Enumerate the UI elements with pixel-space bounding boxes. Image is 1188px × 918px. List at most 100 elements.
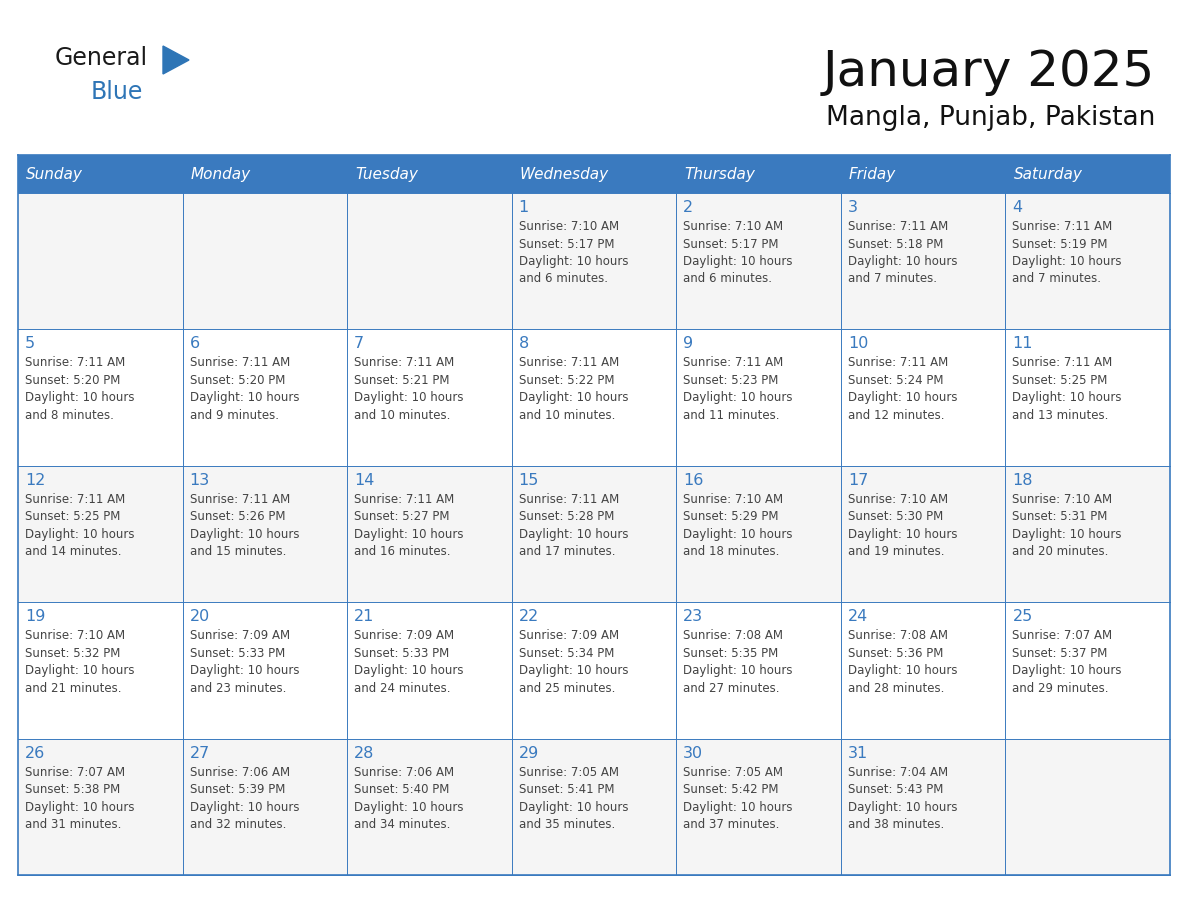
Text: Sunrise: 7:05 AM
Sunset: 5:41 PM
Daylight: 10 hours
and 35 minutes.: Sunrise: 7:05 AM Sunset: 5:41 PM Dayligh… xyxy=(519,766,628,831)
Text: Sunrise: 7:09 AM
Sunset: 5:33 PM
Daylight: 10 hours
and 23 minutes.: Sunrise: 7:09 AM Sunset: 5:33 PM Dayligh… xyxy=(190,629,299,695)
Text: Sunrise: 7:05 AM
Sunset: 5:42 PM
Daylight: 10 hours
and 37 minutes.: Sunrise: 7:05 AM Sunset: 5:42 PM Dayligh… xyxy=(683,766,792,831)
Bar xyxy=(841,602,1005,739)
Text: Sunrise: 7:04 AM
Sunset: 5:43 PM
Daylight: 10 hours
and 38 minutes.: Sunrise: 7:04 AM Sunset: 5:43 PM Dayligh… xyxy=(848,766,958,831)
Text: Sunrise: 7:09 AM
Sunset: 5:33 PM
Daylight: 10 hours
and 24 minutes.: Sunrise: 7:09 AM Sunset: 5:33 PM Dayligh… xyxy=(354,629,463,695)
Bar xyxy=(18,739,183,875)
Bar xyxy=(1005,465,1170,602)
Text: 10: 10 xyxy=(848,336,868,352)
Text: 31: 31 xyxy=(848,745,868,761)
Text: Sunrise: 7:08 AM
Sunset: 5:36 PM
Daylight: 10 hours
and 28 minutes.: Sunrise: 7:08 AM Sunset: 5:36 PM Dayligh… xyxy=(848,629,958,695)
Text: 30: 30 xyxy=(683,745,703,761)
Polygon shape xyxy=(163,46,189,74)
Bar xyxy=(18,602,183,739)
Text: 26: 26 xyxy=(25,745,45,761)
Bar xyxy=(676,602,841,739)
Text: Sunrise: 7:06 AM
Sunset: 5:39 PM
Daylight: 10 hours
and 32 minutes.: Sunrise: 7:06 AM Sunset: 5:39 PM Dayligh… xyxy=(190,766,299,831)
Text: 3: 3 xyxy=(848,200,858,215)
Text: 22: 22 xyxy=(519,610,539,624)
Bar xyxy=(841,193,1005,330)
Bar xyxy=(676,465,841,602)
Text: 14: 14 xyxy=(354,473,374,487)
Text: 23: 23 xyxy=(683,610,703,624)
Text: Sunrise: 7:11 AM
Sunset: 5:23 PM
Daylight: 10 hours
and 11 minutes.: Sunrise: 7:11 AM Sunset: 5:23 PM Dayligh… xyxy=(683,356,792,422)
Text: 25: 25 xyxy=(1012,610,1032,624)
Text: 15: 15 xyxy=(519,473,539,487)
Bar xyxy=(18,465,183,602)
Text: Sunrise: 7:11 AM
Sunset: 5:18 PM
Daylight: 10 hours
and 7 minutes.: Sunrise: 7:11 AM Sunset: 5:18 PM Dayligh… xyxy=(848,220,958,285)
Bar xyxy=(1005,193,1170,330)
Bar xyxy=(183,330,347,465)
Text: 4: 4 xyxy=(1012,200,1023,215)
Text: Sunrise: 7:10 AM
Sunset: 5:30 PM
Daylight: 10 hours
and 19 minutes.: Sunrise: 7:10 AM Sunset: 5:30 PM Dayligh… xyxy=(848,493,958,558)
Text: Sunrise: 7:06 AM
Sunset: 5:40 PM
Daylight: 10 hours
and 34 minutes.: Sunrise: 7:06 AM Sunset: 5:40 PM Dayligh… xyxy=(354,766,463,831)
Text: Saturday: Saturday xyxy=(1013,166,1082,182)
Text: Wednesday: Wednesday xyxy=(519,166,608,182)
Text: 19: 19 xyxy=(25,610,45,624)
Bar xyxy=(347,739,512,875)
Text: Sunrise: 7:11 AM
Sunset: 5:20 PM
Daylight: 10 hours
and 9 minutes.: Sunrise: 7:11 AM Sunset: 5:20 PM Dayligh… xyxy=(190,356,299,422)
Text: January 2025: January 2025 xyxy=(823,48,1155,96)
Bar xyxy=(1005,602,1170,739)
Text: Sunrise: 7:11 AM
Sunset: 5:21 PM
Daylight: 10 hours
and 10 minutes.: Sunrise: 7:11 AM Sunset: 5:21 PM Dayligh… xyxy=(354,356,463,422)
Bar xyxy=(512,739,676,875)
Text: Sunrise: 7:11 AM
Sunset: 5:28 PM
Daylight: 10 hours
and 17 minutes.: Sunrise: 7:11 AM Sunset: 5:28 PM Dayligh… xyxy=(519,493,628,558)
Text: 13: 13 xyxy=(190,473,210,487)
Text: 16: 16 xyxy=(683,473,703,487)
Text: Sunrise: 7:11 AM
Sunset: 5:20 PM
Daylight: 10 hours
and 8 minutes.: Sunrise: 7:11 AM Sunset: 5:20 PM Dayligh… xyxy=(25,356,134,422)
Text: Sunrise: 7:11 AM
Sunset: 5:25 PM
Daylight: 10 hours
and 13 minutes.: Sunrise: 7:11 AM Sunset: 5:25 PM Dayligh… xyxy=(1012,356,1121,422)
Text: Friday: Friday xyxy=(849,166,896,182)
Bar xyxy=(18,155,1170,193)
Bar xyxy=(18,193,183,330)
Text: Sunrise: 7:11 AM
Sunset: 5:26 PM
Daylight: 10 hours
and 15 minutes.: Sunrise: 7:11 AM Sunset: 5:26 PM Dayligh… xyxy=(190,493,299,558)
Text: 24: 24 xyxy=(848,610,868,624)
Text: General: General xyxy=(55,46,148,70)
Bar xyxy=(183,602,347,739)
Text: Sunrise: 7:10 AM
Sunset: 5:17 PM
Daylight: 10 hours
and 6 minutes.: Sunrise: 7:10 AM Sunset: 5:17 PM Dayligh… xyxy=(683,220,792,285)
Bar xyxy=(347,330,512,465)
Text: 11: 11 xyxy=(1012,336,1032,352)
Bar xyxy=(676,739,841,875)
Text: 28: 28 xyxy=(354,745,374,761)
Text: Sunrise: 7:10 AM
Sunset: 5:29 PM
Daylight: 10 hours
and 18 minutes.: Sunrise: 7:10 AM Sunset: 5:29 PM Dayligh… xyxy=(683,493,792,558)
Text: Sunrise: 7:07 AM
Sunset: 5:37 PM
Daylight: 10 hours
and 29 minutes.: Sunrise: 7:07 AM Sunset: 5:37 PM Dayligh… xyxy=(1012,629,1121,695)
Bar xyxy=(841,739,1005,875)
Text: Sunrise: 7:11 AM
Sunset: 5:24 PM
Daylight: 10 hours
and 12 minutes.: Sunrise: 7:11 AM Sunset: 5:24 PM Dayligh… xyxy=(848,356,958,422)
Bar xyxy=(347,193,512,330)
Bar xyxy=(841,465,1005,602)
Text: Sunrise: 7:11 AM
Sunset: 5:19 PM
Daylight: 10 hours
and 7 minutes.: Sunrise: 7:11 AM Sunset: 5:19 PM Dayligh… xyxy=(1012,220,1121,285)
Text: 20: 20 xyxy=(190,610,210,624)
Text: 1: 1 xyxy=(519,200,529,215)
Text: Thursday: Thursday xyxy=(684,166,756,182)
Bar xyxy=(183,465,347,602)
Text: 18: 18 xyxy=(1012,473,1032,487)
Text: 17: 17 xyxy=(848,473,868,487)
Bar xyxy=(841,330,1005,465)
Bar xyxy=(347,465,512,602)
Bar xyxy=(512,602,676,739)
Text: Sunrise: 7:11 AM
Sunset: 5:25 PM
Daylight: 10 hours
and 14 minutes.: Sunrise: 7:11 AM Sunset: 5:25 PM Dayligh… xyxy=(25,493,134,558)
Text: Sunday: Sunday xyxy=(26,166,83,182)
Bar xyxy=(1005,739,1170,875)
Bar xyxy=(183,193,347,330)
Text: Sunrise: 7:08 AM
Sunset: 5:35 PM
Daylight: 10 hours
and 27 minutes.: Sunrise: 7:08 AM Sunset: 5:35 PM Dayligh… xyxy=(683,629,792,695)
Text: 6: 6 xyxy=(190,336,200,352)
Text: Sunrise: 7:09 AM
Sunset: 5:34 PM
Daylight: 10 hours
and 25 minutes.: Sunrise: 7:09 AM Sunset: 5:34 PM Dayligh… xyxy=(519,629,628,695)
Text: Monday: Monday xyxy=(190,166,251,182)
Text: 29: 29 xyxy=(519,745,539,761)
Text: Sunrise: 7:11 AM
Sunset: 5:27 PM
Daylight: 10 hours
and 16 minutes.: Sunrise: 7:11 AM Sunset: 5:27 PM Dayligh… xyxy=(354,493,463,558)
Bar xyxy=(183,739,347,875)
Bar xyxy=(676,193,841,330)
Text: Sunrise: 7:07 AM
Sunset: 5:38 PM
Daylight: 10 hours
and 31 minutes.: Sunrise: 7:07 AM Sunset: 5:38 PM Dayligh… xyxy=(25,766,134,831)
Text: Sunrise: 7:10 AM
Sunset: 5:17 PM
Daylight: 10 hours
and 6 minutes.: Sunrise: 7:10 AM Sunset: 5:17 PM Dayligh… xyxy=(519,220,628,285)
Bar xyxy=(676,330,841,465)
Text: Sunrise: 7:11 AM
Sunset: 5:22 PM
Daylight: 10 hours
and 10 minutes.: Sunrise: 7:11 AM Sunset: 5:22 PM Dayligh… xyxy=(519,356,628,422)
Text: Blue: Blue xyxy=(91,80,144,104)
Text: Sunrise: 7:10 AM
Sunset: 5:32 PM
Daylight: 10 hours
and 21 minutes.: Sunrise: 7:10 AM Sunset: 5:32 PM Dayligh… xyxy=(25,629,134,695)
Bar xyxy=(1005,330,1170,465)
Bar xyxy=(512,330,676,465)
Bar xyxy=(512,193,676,330)
Bar xyxy=(347,602,512,739)
Text: 21: 21 xyxy=(354,610,374,624)
Text: Mangla, Punjab, Pakistan: Mangla, Punjab, Pakistan xyxy=(826,105,1155,131)
Bar xyxy=(18,330,183,465)
